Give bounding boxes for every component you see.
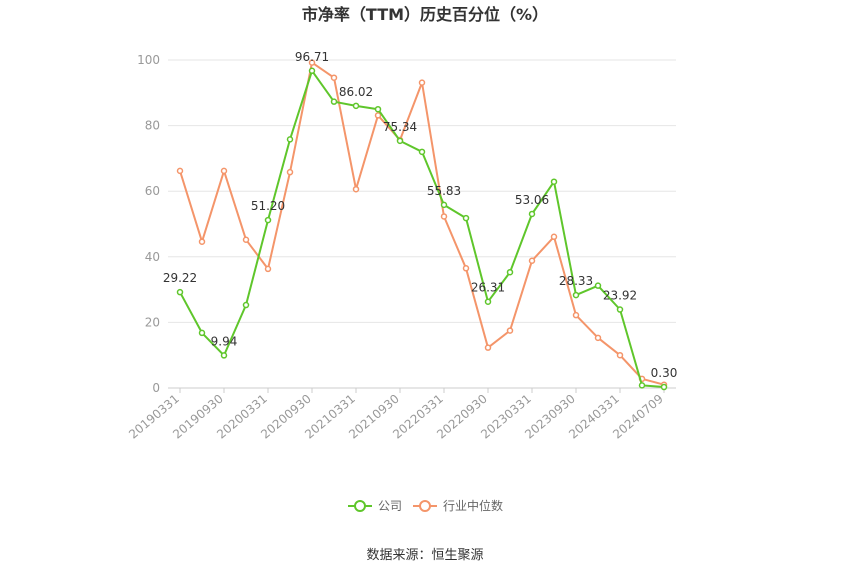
data-point bbox=[242, 236, 250, 243]
y-tick-label: 20 bbox=[145, 315, 160, 329]
data-point bbox=[198, 238, 206, 245]
data-point bbox=[220, 352, 228, 359]
data-point bbox=[594, 282, 602, 289]
data-point bbox=[506, 268, 514, 276]
grid-lines bbox=[168, 59, 676, 323]
chart-title: 市净率（TTM）历史百分位（%） bbox=[302, 5, 548, 24]
data-point bbox=[572, 291, 580, 299]
data-point bbox=[550, 178, 558, 185]
data-point bbox=[374, 112, 382, 119]
data-point bbox=[396, 137, 404, 145]
data-point bbox=[198, 329, 206, 337]
data-point bbox=[264, 216, 272, 224]
legend-industry-label: 行业中位数 bbox=[443, 498, 503, 513]
data-point bbox=[352, 185, 360, 193]
data-point bbox=[374, 105, 382, 113]
data-point bbox=[286, 168, 294, 176]
data-point bbox=[418, 148, 426, 156]
data-label: 86.02 bbox=[339, 85, 373, 99]
data-point bbox=[484, 298, 492, 305]
data-point bbox=[330, 98, 338, 105]
data-point bbox=[308, 67, 316, 75]
series-layer bbox=[176, 59, 668, 391]
data-point bbox=[528, 210, 536, 218]
data-point bbox=[550, 233, 558, 241]
legend-industry-marker bbox=[419, 500, 431, 512]
y-tick-label: 60 bbox=[145, 184, 160, 198]
data-label: 26.31 bbox=[471, 281, 505, 295]
data-point bbox=[330, 74, 338, 81]
data-label: 96.71 bbox=[295, 50, 329, 64]
data-point bbox=[462, 214, 470, 222]
data-label: 51.20 bbox=[251, 199, 285, 213]
series-line-1 bbox=[179, 61, 665, 386]
data-point bbox=[594, 334, 602, 342]
x-axis: 2019033120190930202003312020093020210331… bbox=[126, 387, 676, 442]
legend-item-company[interactable]: 公司 bbox=[348, 499, 402, 513]
y-tick-label: 40 bbox=[145, 250, 160, 264]
data-point bbox=[286, 136, 294, 143]
series-line-0 bbox=[179, 69, 665, 388]
legend-item-industry-median[interactable]: 行业中位数 bbox=[413, 498, 503, 513]
data-label: 23.92 bbox=[603, 289, 637, 303]
data-point bbox=[440, 201, 448, 209]
data-point bbox=[660, 383, 668, 391]
data-point bbox=[308, 59, 316, 66]
data-point bbox=[638, 382, 646, 389]
data-label: 0.30 bbox=[651, 366, 678, 380]
y-axis: 0 20 40 60 80 100 bbox=[137, 53, 160, 395]
data-label: 9.94 bbox=[211, 334, 238, 348]
data-point bbox=[528, 257, 536, 264]
legend-company-marker bbox=[354, 500, 366, 512]
data-point bbox=[176, 167, 184, 175]
data-point bbox=[616, 351, 624, 359]
data-point bbox=[176, 288, 184, 296]
data-point bbox=[352, 102, 360, 110]
data-point bbox=[264, 265, 272, 273]
data-label: 53.06 bbox=[515, 193, 549, 207]
data-label: 55.83 bbox=[427, 184, 461, 198]
data-label: 29.22 bbox=[163, 271, 197, 285]
data-labels: 29.22 9.94 51.20 96.71 86.02 75.34 55.83 26.31 5… bbox=[163, 50, 678, 380]
data-source: 数据来源：恒生聚源 bbox=[366, 548, 483, 563]
data-point bbox=[484, 344, 492, 351]
data-point bbox=[462, 265, 470, 272]
data-point bbox=[220, 167, 228, 175]
data-point bbox=[616, 306, 624, 313]
data-point bbox=[418, 79, 426, 86]
y-tick-label: 0 bbox=[152, 381, 160, 395]
data-label: 75.34 bbox=[383, 120, 417, 134]
data-point bbox=[440, 213, 448, 220]
legend-company-label: 公司 bbox=[378, 499, 402, 513]
data-point bbox=[506, 327, 514, 334]
legend[interactable]: 公司 行业中位数 bbox=[348, 498, 503, 513]
y-tick-label: 80 bbox=[145, 119, 160, 133]
data-point bbox=[572, 311, 580, 319]
data-label: 28.33 bbox=[559, 274, 593, 288]
y-tick-label: 100 bbox=[137, 53, 160, 67]
data-point bbox=[242, 301, 250, 309]
